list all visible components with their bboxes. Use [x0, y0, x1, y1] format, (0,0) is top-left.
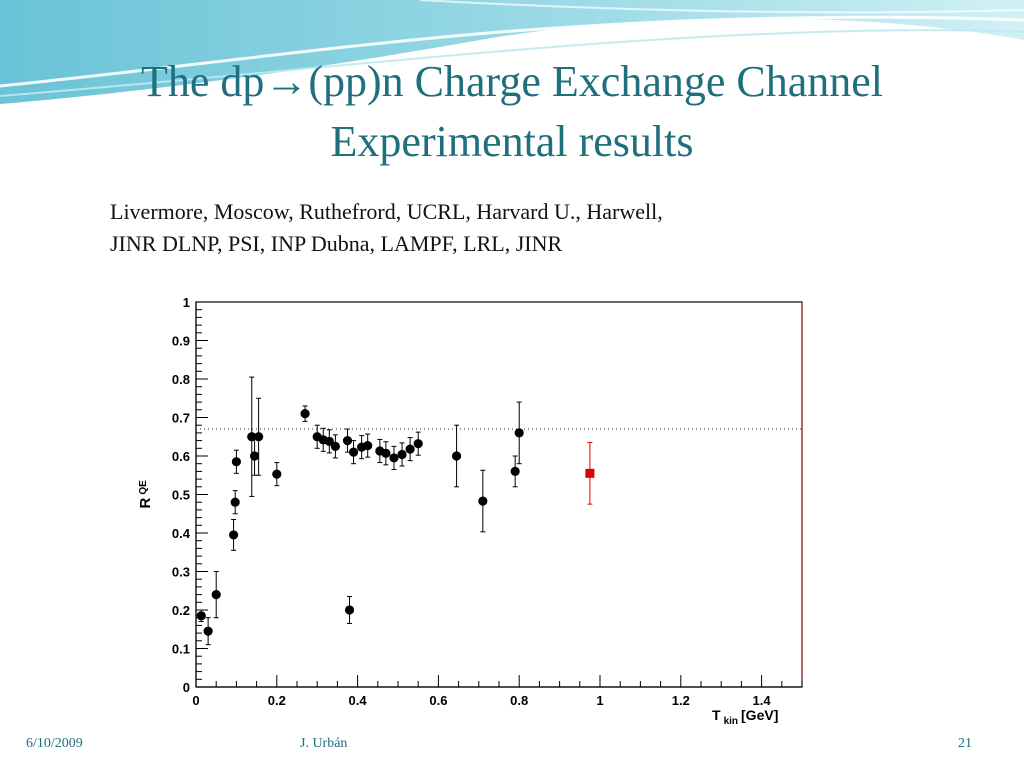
- data-point: [254, 432, 264, 442]
- x-tick-label: 0.2: [268, 693, 286, 708]
- data-point: [451, 451, 462, 461]
- y-tick-label: 0.1: [172, 642, 190, 657]
- data-point: [230, 497, 240, 507]
- y-tick-label: 0.8: [172, 372, 190, 387]
- footer-author: J. Urbán: [300, 736, 348, 751]
- data-point: [389, 453, 399, 463]
- series-0: [196, 376, 524, 646]
- data-point: [348, 447, 359, 457]
- footer-page-number: 21: [958, 736, 972, 751]
- data-point: [478, 496, 488, 506]
- plot-frame: [195, 301, 803, 688]
- x-tick-label: 0.8: [510, 693, 528, 708]
- y-tick-label: 0.3: [172, 565, 190, 580]
- slide-subtitle: Experimental results: [330, 117, 694, 166]
- data-point: [330, 441, 340, 451]
- y-axis-label: RQE: [137, 480, 154, 509]
- data-point: [405, 444, 415, 454]
- x-tick-label: 0: [192, 693, 199, 708]
- series-1: [585, 442, 595, 505]
- data-point: [324, 436, 334, 446]
- data-point: [196, 611, 206, 621]
- y-tick-label: 0: [183, 680, 190, 695]
- data-point: [514, 428, 524, 438]
- background-wave-decoration: [0, 0, 1024, 104]
- data-point: [510, 466, 520, 476]
- data-point: [272, 469, 282, 479]
- sources-text-line-1: Livermore, Moscow, Ruthefrord, UCRL, Har…: [110, 199, 663, 224]
- y-tick-label: 0.5: [172, 488, 190, 503]
- sources-text-line-2: JINR DLNP, PSI, INP Dubna, LAMPF, LRL, J…: [110, 231, 563, 256]
- y-tick-label: 0.6: [172, 449, 190, 464]
- data-point: [211, 590, 221, 600]
- slide-title: The dp→(pp)n Charge Exchange Channel: [140, 57, 884, 106]
- y-tick-label: 0.9: [172, 334, 190, 349]
- x-tick-label: 1.2: [672, 693, 690, 708]
- x-tick-label: 0.6: [429, 693, 447, 708]
- x-tick-label: 1.4: [753, 693, 772, 708]
- data-point: [413, 439, 423, 449]
- data-point: [342, 436, 353, 446]
- data-point: [397, 449, 407, 460]
- data-point: [344, 605, 355, 615]
- data-point-square: [585, 468, 595, 478]
- chart-svg: 0 0.1 0.2 0.3 0.4 0.5 0.6 0.7 0.8 0.9 1 0 0.2 0.4 0.6 0…: [137, 295, 803, 727]
- footer-date: 6/10/2009: [26, 736, 83, 751]
- data-point: [249, 451, 260, 461]
- data-point: [363, 441, 373, 451]
- y-tick-label: 0.4: [172, 526, 191, 541]
- data-point: [203, 626, 213, 636]
- data-point: [247, 432, 257, 442]
- data-point: [228, 530, 239, 540]
- y-tick-label: 1: [183, 295, 190, 310]
- y-tick-label: 0.7: [172, 411, 190, 426]
- y-tick-label: 0.2: [172, 603, 190, 618]
- plot-panel: 0 0.1 0.2 0.3 0.4 0.5 0.6 0.7 0.8 0.9 1 0 0.2 0.4 0.6 0…: [120, 254, 878, 734]
- x-tick-label: 0.4: [349, 693, 368, 708]
- data-point: [381, 448, 391, 458]
- data-point: [231, 457, 241, 467]
- x-tick-label: 1: [596, 693, 603, 708]
- data-point: [300, 409, 310, 419]
